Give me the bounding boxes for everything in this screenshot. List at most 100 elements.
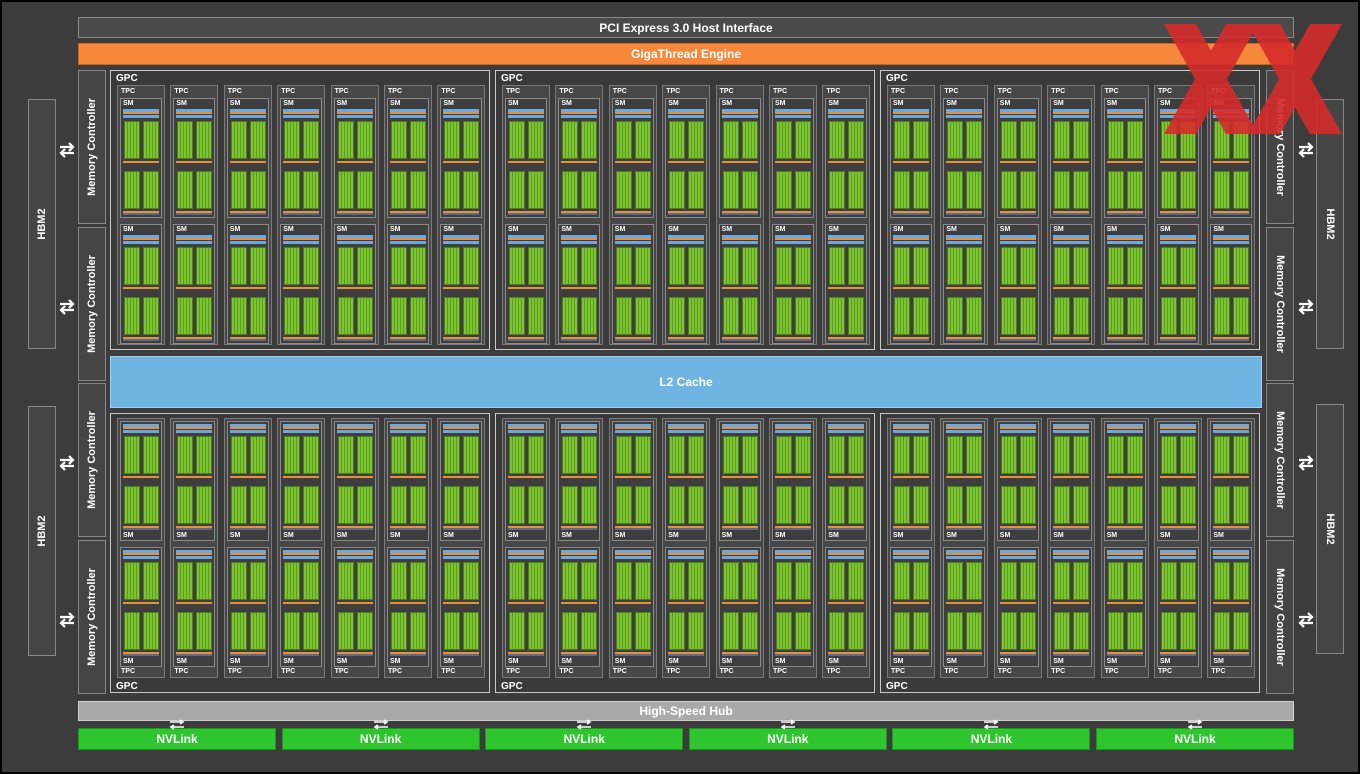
cuda-core-block xyxy=(829,562,846,600)
texture-band xyxy=(229,213,266,215)
tpc-label: TPC xyxy=(773,88,787,95)
cuda-core-block xyxy=(303,247,320,285)
cuda-core-block xyxy=(124,612,140,650)
sm-label: SM xyxy=(336,226,348,233)
sm: SM xyxy=(505,224,547,344)
scheduler-band xyxy=(443,427,480,429)
cuda-core-block xyxy=(143,171,159,209)
dispatch-band xyxy=(336,476,373,478)
cuda-core-block xyxy=(688,612,705,650)
cache-band xyxy=(283,115,320,118)
tpc-label: TPC xyxy=(559,88,574,95)
cuda-core-block xyxy=(913,297,929,335)
cuda-core-block xyxy=(669,436,686,474)
gigathread-label: GigaThread Engine xyxy=(630,47,741,61)
cuda-core-block xyxy=(615,121,632,159)
dispatch-band xyxy=(1160,161,1196,163)
texture-band xyxy=(561,528,598,530)
sm-label: SM xyxy=(443,658,454,665)
cuda-core-block xyxy=(196,171,213,209)
dispatch-band xyxy=(390,161,426,163)
tpc: TPC SM SM xyxy=(502,85,550,345)
cuda-core-block xyxy=(947,171,964,209)
sm-label: SM xyxy=(390,226,401,233)
scheduler-band xyxy=(893,112,929,114)
cuda-core-block xyxy=(722,486,739,524)
bidirectional-arrows-icon xyxy=(983,719,999,730)
texture-band xyxy=(508,213,544,215)
cache-band xyxy=(390,550,426,553)
dispatch-band xyxy=(561,287,598,289)
cuda-core-block xyxy=(177,612,194,650)
scheduler-band xyxy=(123,427,159,429)
sm: SM xyxy=(558,421,601,541)
nvlink-label: NVLink xyxy=(563,732,605,746)
cuda-core-block xyxy=(688,436,705,474)
dispatch-band xyxy=(1053,602,1090,604)
scheduler-band xyxy=(668,112,705,114)
dispatch-band xyxy=(508,526,544,528)
texture-band xyxy=(443,528,480,530)
cuda-core-block xyxy=(966,486,983,524)
cuda-core-block xyxy=(669,612,686,650)
cuda-core-block xyxy=(562,121,579,159)
scheduler-band xyxy=(668,427,705,429)
dispatch-band xyxy=(443,287,480,289)
cuda-core-block xyxy=(741,612,758,650)
sm-label: SM xyxy=(1053,532,1064,539)
dispatch-band xyxy=(1053,652,1090,654)
sm: SM xyxy=(333,98,376,218)
cuda-core-block xyxy=(1180,247,1196,285)
cuda-core-block xyxy=(230,171,247,209)
scheduler-band xyxy=(828,238,865,240)
cache-band xyxy=(123,241,159,244)
dispatch-band xyxy=(123,287,159,289)
texture-band xyxy=(999,528,1036,530)
gpc-label: GPC xyxy=(116,73,138,84)
cuda-core-block xyxy=(249,247,266,285)
cuda-core-block xyxy=(410,562,426,600)
tpc: TPC SM SM xyxy=(993,85,1042,345)
sm: SM xyxy=(387,98,429,218)
dispatch-band xyxy=(176,652,213,654)
cuda-core-block xyxy=(509,486,525,524)
sm: SM xyxy=(1157,547,1199,667)
dispatch-band xyxy=(1106,652,1143,654)
scheduler-band xyxy=(390,553,426,555)
cache-band xyxy=(443,109,480,112)
cache-band xyxy=(176,424,213,427)
scheduler-band xyxy=(176,427,213,429)
cuda-core-block xyxy=(966,612,983,650)
sm-label: SM xyxy=(668,532,679,539)
sm-label: SM xyxy=(283,226,294,233)
cuda-core-block xyxy=(509,612,525,650)
texture-band xyxy=(1213,528,1250,530)
dispatch-band xyxy=(828,287,865,289)
sm: SM xyxy=(996,98,1039,218)
scheduler-band xyxy=(508,553,544,555)
dispatch-band xyxy=(1053,211,1090,213)
memory-controller-label: Memory Controller xyxy=(1274,255,1286,353)
tpc: TPC SM SM xyxy=(170,418,219,678)
scheduler-band xyxy=(123,112,159,114)
dispatch-band xyxy=(508,211,544,213)
cache-band xyxy=(123,430,159,433)
cuda-core-block xyxy=(337,297,354,335)
texture-band xyxy=(123,528,159,530)
texture-band xyxy=(176,654,213,656)
cuda-core-block xyxy=(356,297,373,335)
cuda-core-block xyxy=(528,121,544,159)
cache-band xyxy=(1213,241,1250,244)
dispatch-band xyxy=(123,602,159,604)
scheduler-band xyxy=(828,427,865,429)
cuda-core-block xyxy=(615,436,632,474)
nvlink-1: NVLink xyxy=(78,728,276,750)
sm-label: SM xyxy=(176,532,187,539)
sm: SM xyxy=(120,421,162,541)
tpc: TPC SM SM xyxy=(769,85,817,345)
sm: SM xyxy=(280,421,323,541)
sm-label: SM xyxy=(946,226,957,233)
cuda-core-block xyxy=(795,436,811,474)
tpc: TPC SM SM xyxy=(822,85,871,345)
cuda-core-block xyxy=(528,562,544,600)
